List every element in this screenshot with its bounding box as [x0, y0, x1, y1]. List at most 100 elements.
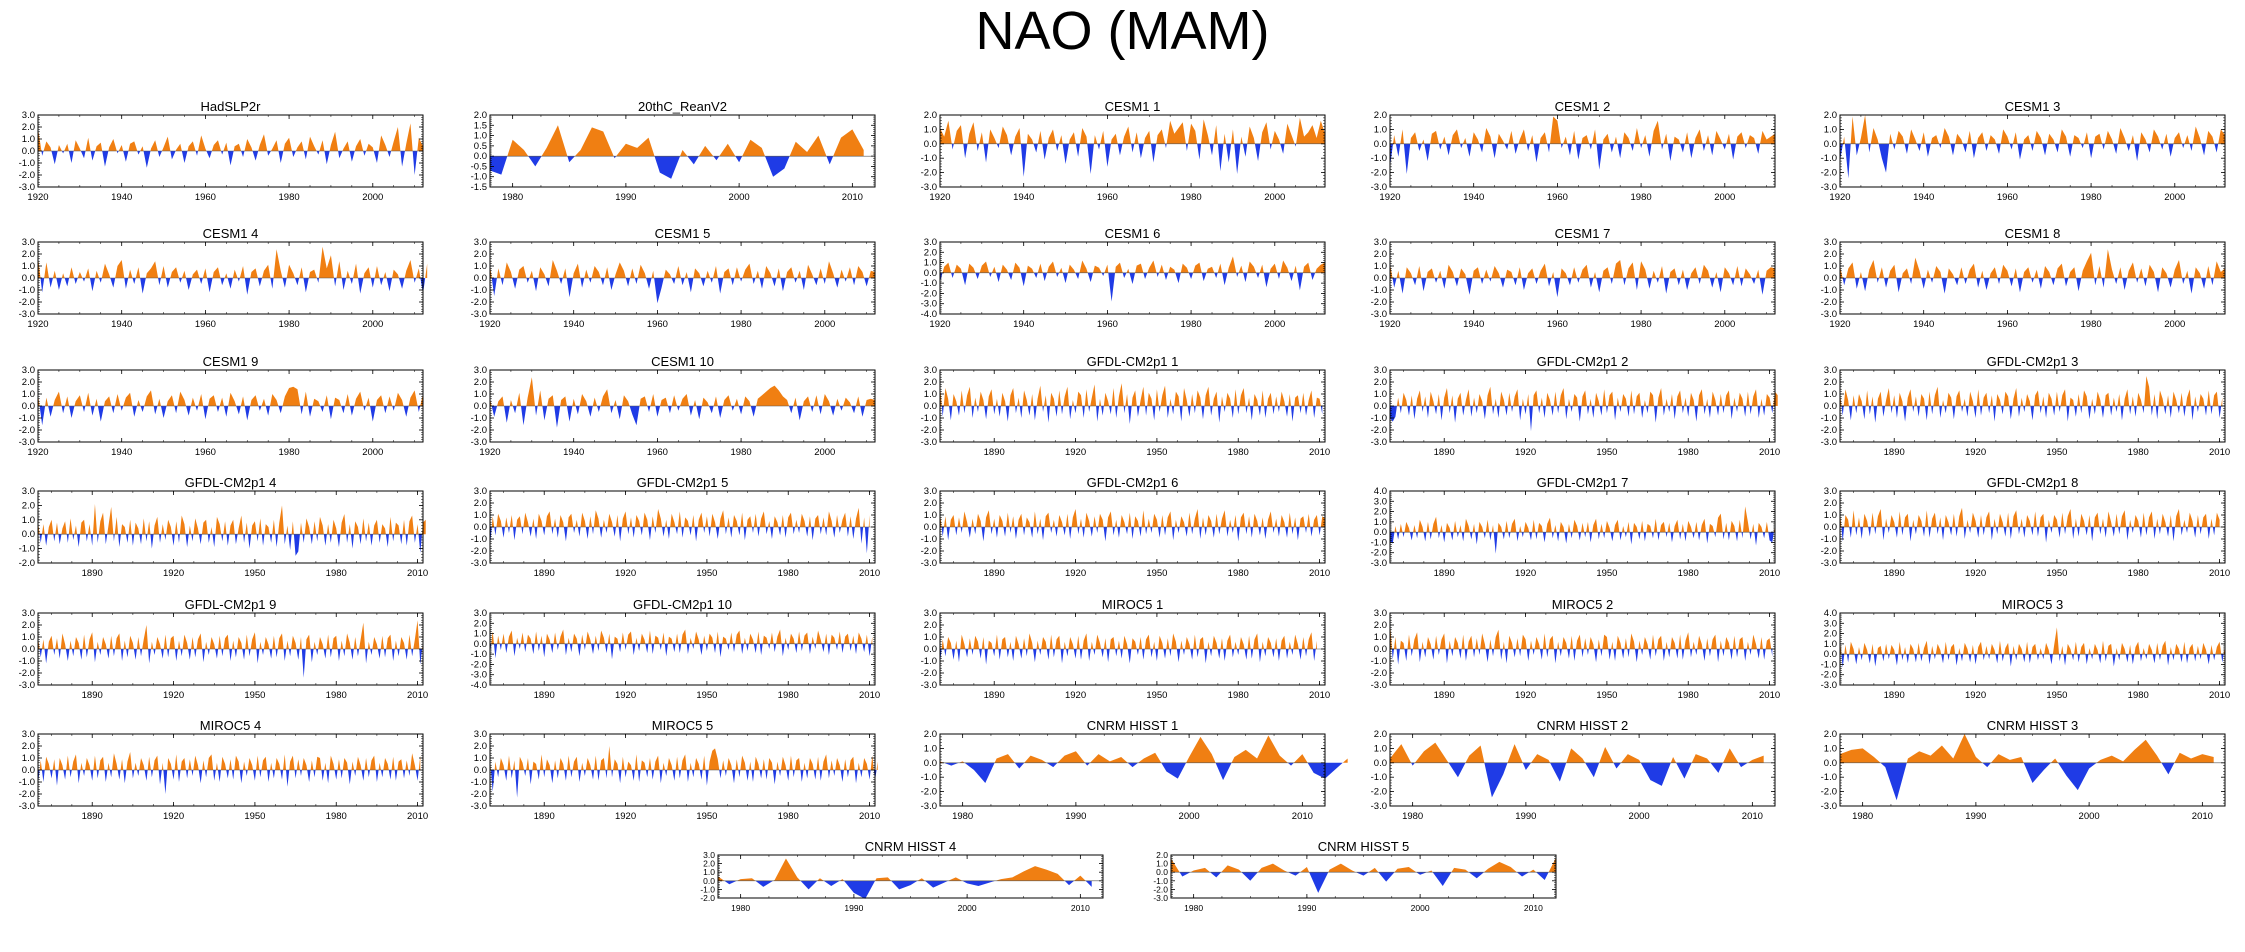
- positive-area: [1390, 742, 1764, 763]
- nao-panel: CNRM HISST 2 2.0 1.0 0.0 -1.0 -2.0 -3.0 1980 199…: [1371, 718, 1776, 822]
- y-tick-label: 1.0: [1824, 124, 1837, 135]
- nao-panel: MIROC5 1 3.02.01.00.0-1.0-2.0-3.0 1890 1920…: [921, 597, 1331, 701]
- nao-panel: GFDL-CM2p1 9 3.02.01.00.0-1.0-2.0-3.0 1890…: [19, 597, 429, 701]
- negative-area: [490, 527, 869, 554]
- x-tick-label: 1920: [615, 690, 636, 701]
- positive-area: [490, 746, 878, 770]
- x-tick-label: 1890: [82, 690, 103, 701]
- x-tick-label: 1890: [1884, 447, 1905, 458]
- y-tick-label: -3.0: [921, 801, 937, 812]
- positive-area: [38, 123, 423, 151]
- y-tick-label: 1.0: [703, 867, 715, 877]
- x-tick-label: 2010: [2209, 690, 2230, 701]
- panel-title: GFDL-CM2p1 2: [1537, 354, 1629, 369]
- x-tick-label: 1890: [1434, 690, 1455, 701]
- y-tick-label: 0.0: [924, 758, 937, 769]
- y-tick-label: -2.0: [19, 789, 35, 800]
- negative-area: [490, 156, 834, 179]
- y-tick-label: -3.0: [19, 309, 35, 320]
- x-tick-label: 1920: [163, 690, 184, 701]
- x-tick-label: 2000: [1411, 903, 1430, 913]
- y-tick-label: -2.0: [471, 297, 487, 308]
- x-tick-label: 1940: [111, 319, 132, 330]
- x-tick-label: 1950: [1596, 447, 1617, 458]
- panel-title: GFDL-CM2p1 9: [185, 597, 277, 612]
- x-tick-label: 2010: [1759, 447, 1780, 458]
- x-tick-label: 2010: [2209, 447, 2230, 458]
- y-tick-label: 2.0: [1374, 729, 1387, 740]
- positive-area: [491, 507, 870, 527]
- y-tick-label: 0.0: [22, 529, 35, 540]
- y-tick-label: 2.0: [1374, 507, 1387, 518]
- plot-frame: [939, 241, 1326, 315]
- x-tick-label: 1990: [1065, 811, 1086, 822]
- panel-title: CNRM HISST 2: [1537, 718, 1629, 733]
- y-tick-label: -2.0: [1821, 670, 1837, 681]
- y-tick-label: 2.0: [1824, 249, 1837, 260]
- y-tick-label: 1.0: [474, 753, 487, 764]
- y-tick-label: 3.0: [22, 486, 35, 497]
- y-tick-label: -2.0: [471, 659, 487, 670]
- y-tick-label: -1.0: [700, 884, 715, 894]
- negative-area: [1841, 406, 2222, 423]
- x-tick-label: 1890: [82, 568, 103, 579]
- y-tick-label: -2.0: [471, 425, 487, 436]
- y-tick-label: 0.0: [1374, 527, 1387, 538]
- panel-title: MIROC5 2: [1552, 597, 1613, 612]
- y-tick-label: -2.0: [19, 170, 35, 181]
- y-tick-label: -1.0: [1821, 153, 1837, 164]
- negative-area: [491, 406, 866, 428]
- y-tick-label: -1.0: [921, 772, 937, 783]
- y-tick-label: 3.0: [703, 850, 715, 860]
- panel-title: CESM1 3: [2005, 99, 2061, 114]
- nao-panel: GFDL-CM2p1 1 3.02.01.00.0-1.0-2.0-3.0 1890…: [921, 354, 1331, 458]
- x-tick-label: 1980: [778, 690, 799, 701]
- x-tick-label: 1920: [27, 447, 48, 458]
- y-tick-label: -3.0: [471, 801, 487, 812]
- x-tick-label: 1980: [731, 447, 752, 458]
- negative-area: [1841, 654, 2224, 668]
- y-tick-label: 1.0: [22, 134, 35, 145]
- x-tick-label: 1980: [952, 811, 973, 822]
- panel-title: HadSLP2r: [201, 99, 262, 114]
- nao-panel: CNRM HISST 5 2.01.00.0-1.0-2.0-3.0 1980 199…: [1153, 839, 1557, 913]
- x-tick-label: 2010: [859, 690, 880, 701]
- x-tick-label: 1940: [111, 192, 132, 203]
- negative-area: [1179, 872, 1549, 893]
- positive-area: [38, 503, 426, 535]
- panel-title: MIROC5 3: [2002, 597, 2063, 612]
- y-tick-label: -3.0: [921, 558, 937, 569]
- y-tick-label: 4.0: [1824, 608, 1837, 619]
- y-tick-label: -2.0: [1821, 168, 1837, 179]
- y-tick-label: -3.0: [921, 437, 937, 448]
- y-tick-label: 0.0: [1374, 139, 1387, 150]
- x-tick-label: 1960: [195, 447, 216, 458]
- positive-area: [1396, 386, 1778, 406]
- nao-panel: MIROC5 4 3.02.01.00.0-1.0-2.0-3.0 1890 1920…: [19, 718, 429, 822]
- y-tick-label: 2.0: [1374, 110, 1387, 121]
- x-tick-label: 1980: [731, 319, 752, 330]
- x-tick-label: 1920: [1065, 690, 1086, 701]
- positive-area: [940, 735, 1348, 763]
- y-tick-label: -1.0: [19, 285, 35, 296]
- negative-area: [1392, 278, 1766, 298]
- y-tick-label: -2.0: [19, 425, 35, 436]
- x-tick-label: 1920: [1965, 568, 1986, 579]
- positive-area: [1840, 249, 2225, 278]
- positive-area: [1840, 376, 2223, 406]
- negative-area: [940, 649, 1316, 665]
- y-tick-label: -2.0: [1371, 548, 1387, 559]
- nao-panel: 20thC_ReanV2 2.01.51.00.50.0-0.5-1.0-1.5 1…: [471, 99, 876, 203]
- positive-area: [38, 386, 423, 406]
- positive-area: [1840, 507, 2220, 527]
- x-tick-label: 1920: [615, 568, 636, 579]
- y-tick-label: 2.0: [924, 729, 937, 740]
- y-tick-label: -3.0: [1371, 182, 1387, 193]
- y-tick-label: -2.0: [19, 668, 35, 679]
- x-tick-label: 1980: [326, 690, 347, 701]
- y-tick-label: -1.0: [921, 413, 937, 424]
- y-tick-label: 1.0: [474, 629, 487, 640]
